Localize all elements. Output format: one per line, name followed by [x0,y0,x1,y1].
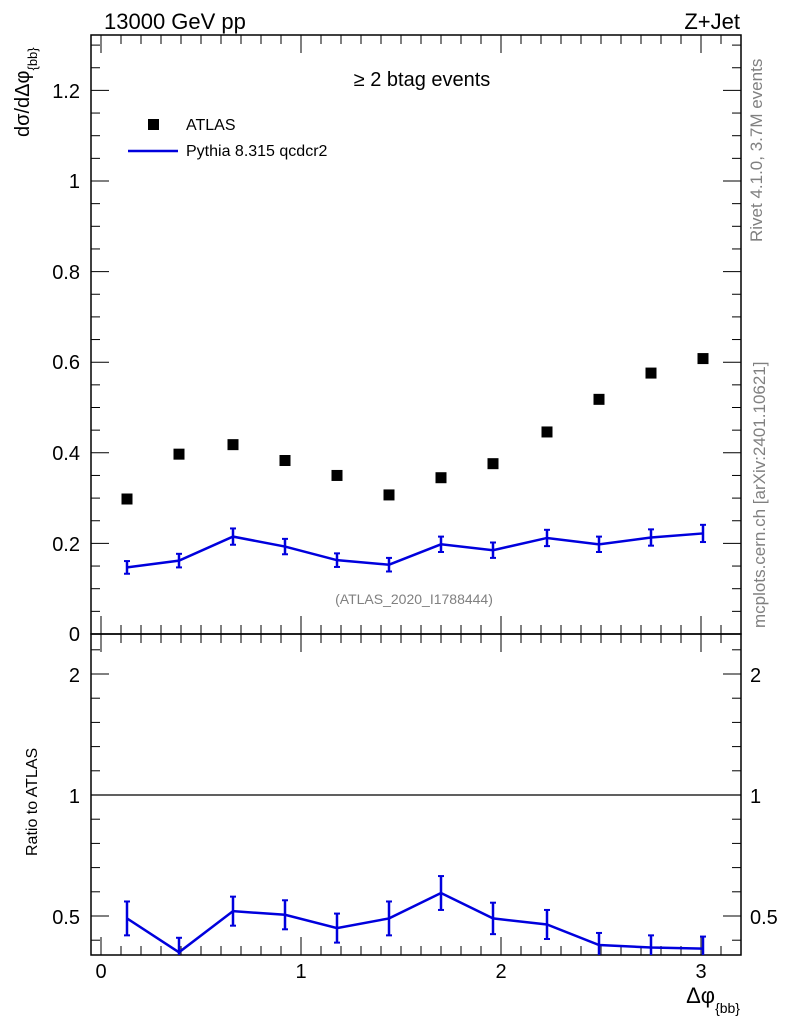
x-tick-3: 3 [695,961,706,983]
ratio-y-tick-right-1: 1 [750,786,761,808]
y-axis-title-sub: {bb} [25,47,40,71]
chart-title: ≥ 2 btag events [354,69,491,91]
data-point [645,367,657,379]
y-tick-1.2: 1.2 [52,81,80,103]
data-point [593,393,605,405]
ratio-plot-marks [124,875,706,955]
x-tick-2: 2 [495,961,506,983]
x-axis-title: Δφ{bb} [686,983,740,1016]
x-tick-labels: 0 1 2 3 [95,961,706,983]
data-point [697,353,709,365]
x-tick-0: 0 [95,961,106,983]
data-point [541,426,553,438]
mc-line [126,532,704,569]
legend-data-marker [148,119,159,130]
y-tick-0.8: 0.8 [52,262,80,284]
legend-mc-label: Pythia 8.315 qcdcr2 [186,143,328,160]
ratio-y-axis-title: Ratio to ATLAS [24,748,41,856]
y-tick-labels: 0 0.2 0.4 0.6 0.8 1 1.2 [52,81,80,646]
ratio-y-tick-left-2: 2 [69,665,80,687]
mcplots-label: mcplots.cern.ch [arXiv:2401.10621] [750,362,769,628]
main-plot-marks [121,353,709,575]
ratio-y-tick-right-0.5: 0.5 [750,907,778,929]
data-point [227,439,239,451]
rivet-label: Rivet 4.1.0, 3.7M events [747,59,766,242]
x-axis-title-sub: {bb} [715,1000,740,1016]
analysis-label: (ATLAS_2020_I1788444) [335,591,493,607]
data-point [121,493,133,505]
minor-ticks [91,35,741,955]
ratio-line [126,891,704,954]
ratio-y-tick-labels: 0.5 1 2 0.5 1 2 [52,665,778,929]
legend: ATLAS Pythia 8.315 qcdcr2 [128,117,328,160]
header-right: Z+Jet [684,9,740,34]
y-tick-1: 1 [69,171,80,193]
data-point [487,458,499,470]
y-axis-title-main: dσ/dΔφ [12,70,34,137]
data-point [173,448,185,460]
y-tick-0.2: 0.2 [52,534,80,556]
x-axis-title-main: Δφ [686,983,715,1008]
y-tick-0: 0 [69,624,80,646]
data-point [435,472,447,484]
data-point [383,489,395,501]
y-tick-0.4: 0.4 [52,443,80,465]
data-point [279,455,291,467]
ratio-y-tick-right-2: 2 [750,665,761,687]
ratio-y-tick-left-1: 1 [69,786,80,808]
header-left: 13000 GeV pp [104,9,246,34]
x-tick-1: 1 [295,961,306,983]
ratio-y-tick-left-0.5: 0.5 [52,907,80,929]
y-tick-0.6: 0.6 [52,352,80,374]
svg-text:dσ/dΔφ{bb}: dσ/dΔφ{bb} [12,47,40,137]
data-point [331,469,343,481]
legend-data-label: ATLAS [186,117,236,134]
y-axis-title: dσ/dΔφ{bb} [12,47,40,137]
